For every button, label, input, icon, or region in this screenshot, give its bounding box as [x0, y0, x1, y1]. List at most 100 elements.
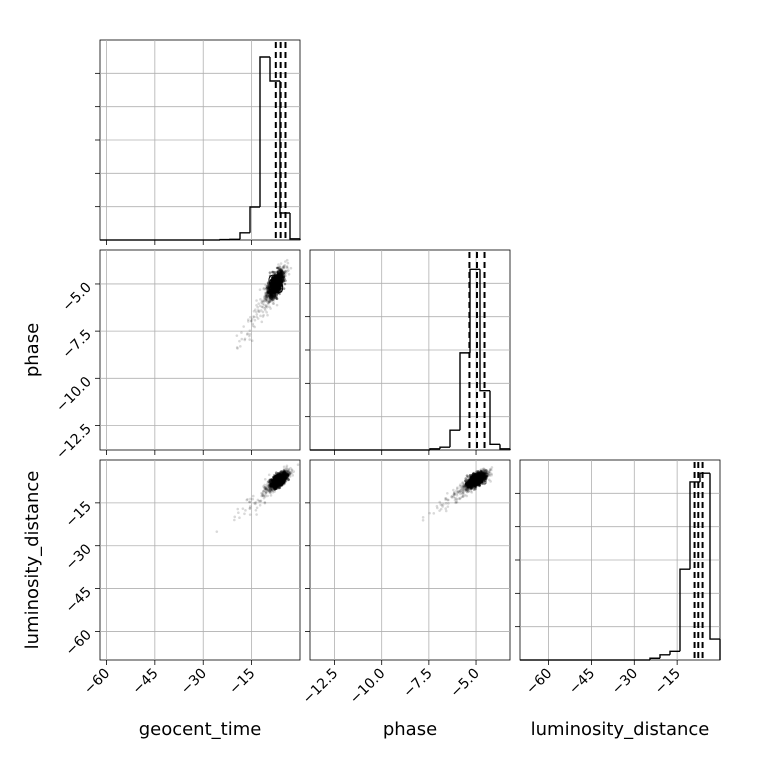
scatter-luminosity-distance-vs-phase-point-172	[466, 480, 470, 483]
scatter-luminosity-distance-vs-phase-xtick-label-0: −12.5	[300, 666, 342, 708]
scatter-luminosity-distance-vs-phase-point-416	[483, 475, 487, 478]
scatter-luminosity-distance-vs-geocent-time-point-751	[266, 480, 270, 483]
scatter-luminosity-distance-vs-geocent-time-point-691	[254, 502, 257, 506]
scatter-luminosity-distance-vs-geocent-time-xtick-label-3: −15	[226, 666, 258, 698]
scatter-luminosity-distance-vs-phase-point-501	[482, 472, 486, 476]
scatter-phase-vs-geocent-time-point-763	[240, 331, 243, 334]
hist-geocent-time-bin-19	[289, 213, 300, 240]
scatter-luminosity-distance-vs-phase-point-140	[466, 486, 469, 490]
scatter-phase-vs-geocent-time-point-845	[267, 284, 270, 288]
scatter-phase-vs-geocent-time-point-898	[240, 337, 244, 341]
scatter-phase-vs-geocent-time-point-151	[265, 293, 268, 297]
scatter-phase-vs-geocent-time-point-382	[269, 298, 272, 301]
scatter-luminosity-distance-vs-phase-point-784	[488, 470, 491, 473]
scatter-luminosity-distance-vs-geocent-time-point-82	[257, 499, 261, 503]
scatter-luminosity-distance-vs-phase-point-522	[459, 489, 463, 492]
scatter-phase-vs-geocent-time-point-764	[253, 325, 256, 329]
scatter-luminosity-distance-vs-phase-point-708	[458, 483, 462, 486]
scatter-luminosity-distance-vs-phase-point-239	[465, 490, 469, 493]
scatter-luminosity-distance-vs-phase-point-288	[478, 484, 481, 488]
scatter-luminosity-distance-vs-phase-point-53	[479, 469, 483, 473]
scatter-luminosity-distance-vs-phase-point-616	[459, 489, 462, 492]
scatter-luminosity-distance-vs-geocent-time-point-158	[283, 470, 286, 474]
scatter-phase-vs-geocent-time-point-653	[283, 273, 286, 276]
scatter-phase-vs-geocent-time-point-527	[278, 274, 282, 278]
scatter-luminosity-distance-vs-phase-point-645	[463, 486, 466, 489]
scatter-luminosity-distance-vs-geocent-time-point-477	[271, 484, 275, 488]
scatter-phase-vs-geocent-time-point-201	[284, 260, 287, 263]
scatter-phase-vs-geocent-time-point-326	[275, 297, 278, 300]
scatter-luminosity-distance-vs-phase-point-851	[485, 469, 488, 473]
scatter-luminosity-distance-vs-phase-point-281	[459, 496, 462, 500]
scatter-phase-vs-geocent-time-point-754	[264, 304, 268, 307]
scatter-phase-vs-geocent-time-point-75	[263, 295, 266, 299]
scatter-luminosity-distance-vs-phase-point-394	[474, 485, 478, 489]
scatter-luminosity-distance-vs-geocent-time-point-754	[285, 473, 289, 477]
scatter-luminosity-distance-vs-geocent-time-point-428	[271, 485, 275, 488]
scatter-luminosity-distance-vs-phase-point-646	[455, 500, 459, 504]
scatter-luminosity-distance-vs-geocent-time-point-450	[270, 485, 273, 488]
scatter-luminosity-distance-vs-geocent-time-point-758	[288, 472, 292, 476]
scatter-phase-vs-geocent-time-point-215	[258, 288, 262, 292]
x-axis-title-geocent-time: geocent_time	[139, 719, 262, 740]
scatter-luminosity-distance-vs-phase-point-188	[488, 471, 492, 475]
scatter-luminosity-distance-vs-geocent-time-point-124	[285, 473, 288, 477]
scatter-phase-vs-geocent-time-point-275	[257, 310, 260, 313]
scatter-luminosity-distance-vs-geocent-time-point-737	[270, 484, 273, 488]
scatter-luminosity-distance-vs-geocent-time-point-111	[267, 488, 270, 492]
scatter-luminosity-distance-vs-geocent-time-point-889	[268, 479, 272, 482]
scatter-phase-vs-geocent-time-point-558	[282, 275, 286, 279]
hist-luminosity-distance-bin-13	[649, 657, 660, 660]
scatter-luminosity-distance-vs-phase-point-295	[466, 475, 470, 479]
scatter-luminosity-distance-vs-phase-point-449	[480, 470, 484, 473]
scatter-phase-vs-geocent-time-point-689	[279, 272, 283, 276]
scatter-phase-vs-geocent-time-point-804	[280, 276, 284, 280]
scatter-phase-vs-geocent-time-point-351	[272, 296, 276, 300]
scatter-luminosity-distance-vs-phase-point-187	[485, 472, 488, 476]
scatter-luminosity-distance-vs-geocent-time-point-695	[286, 473, 290, 477]
scatter-luminosity-distance-vs-phase-point-884	[484, 474, 488, 478]
scatter-luminosity-distance-vs-phase-point-719	[464, 484, 467, 488]
scatter-luminosity-distance-vs-geocent-time-point-198	[286, 476, 289, 480]
scatter-luminosity-distance-vs-geocent-time-point-463	[283, 472, 287, 475]
scatter-phase-vs-geocent-time-point-63	[280, 272, 283, 276]
hist-geocent-time-bin-14	[239, 232, 250, 240]
scatter-phase-vs-geocent-time-point-568	[280, 274, 284, 278]
scatter-luminosity-distance-vs-phase-point-21	[481, 472, 484, 476]
scatter-luminosity-distance-vs-geocent-time-point-253	[273, 488, 277, 491]
scatter-phase-vs-geocent-time-point-780	[246, 318, 250, 321]
scatter-luminosity-distance-vs-geocent-time-point-55	[286, 470, 289, 474]
scatter-luminosity-distance-vs-phase-point-299	[478, 471, 482, 475]
scatter-luminosity-distance-vs-phase-point-372	[487, 473, 491, 476]
scatter-luminosity-distance-vs-geocent-time-point-739	[273, 486, 276, 490]
scatter-phase-vs-geocent-time-point-586	[273, 294, 277, 298]
scatter-luminosity-distance-vs-geocent-time-point-221	[269, 482, 272, 486]
scatter-phase-vs-geocent-time-point-693	[270, 293, 274, 297]
scatter-phase-vs-geocent-time-point-614	[278, 268, 281, 271]
scatter-luminosity-distance-vs-geocent-time-point-21	[266, 485, 270, 488]
scatter-luminosity-distance-vs-phase-point-749	[421, 518, 425, 522]
scatter-luminosity-distance-vs-geocent-time-point-630	[262, 485, 266, 489]
scatter-luminosity-distance-vs-phase-point-365	[452, 493, 456, 497]
scatter-luminosity-distance-vs-phase-point-90	[466, 483, 469, 486]
scatter-luminosity-distance-vs-phase-point-393	[487, 473, 491, 477]
scatter-luminosity-distance-vs-phase-point-277	[467, 485, 471, 489]
scatter-phase-vs-geocent-time-point-415	[273, 294, 277, 298]
scatter-luminosity-distance-vs-geocent-time-point-867	[269, 487, 272, 491]
scatter-luminosity-distance-vs-phase-point-511	[453, 496, 457, 500]
scatter-phase-vs-geocent-time-point-334	[261, 299, 264, 302]
scatter-phase-vs-geocent-time-point-451	[287, 269, 290, 272]
scatter-phase-vs-geocent-time-point-306	[285, 265, 289, 268]
scatter-phase-vs-geocent-time-point-301	[269, 292, 272, 296]
scatter-phase-vs-geocent-time-point-725	[268, 289, 272, 293]
scatter-luminosity-distance-vs-phase-point-128	[462, 494, 465, 498]
scatter-luminosity-distance-vs-phase-point-800	[446, 491, 449, 495]
scatter-phase-vs-geocent-time-point-148	[282, 275, 286, 278]
scatter-luminosity-distance-vs-geocent-time-point-26	[267, 489, 270, 493]
scatter-luminosity-distance-vs-phase-point-100	[482, 474, 485, 478]
scatter-phase-vs-geocent-time-point-132	[248, 332, 252, 336]
scatter-phase-vs-geocent-time-point-297	[270, 295, 274, 298]
scatter-luminosity-distance-vs-phase-point-556	[457, 490, 460, 493]
scatter-luminosity-distance-vs-phase-point-198	[481, 472, 485, 476]
scatter-luminosity-distance-vs-geocent-time-point-558	[284, 468, 287, 471]
